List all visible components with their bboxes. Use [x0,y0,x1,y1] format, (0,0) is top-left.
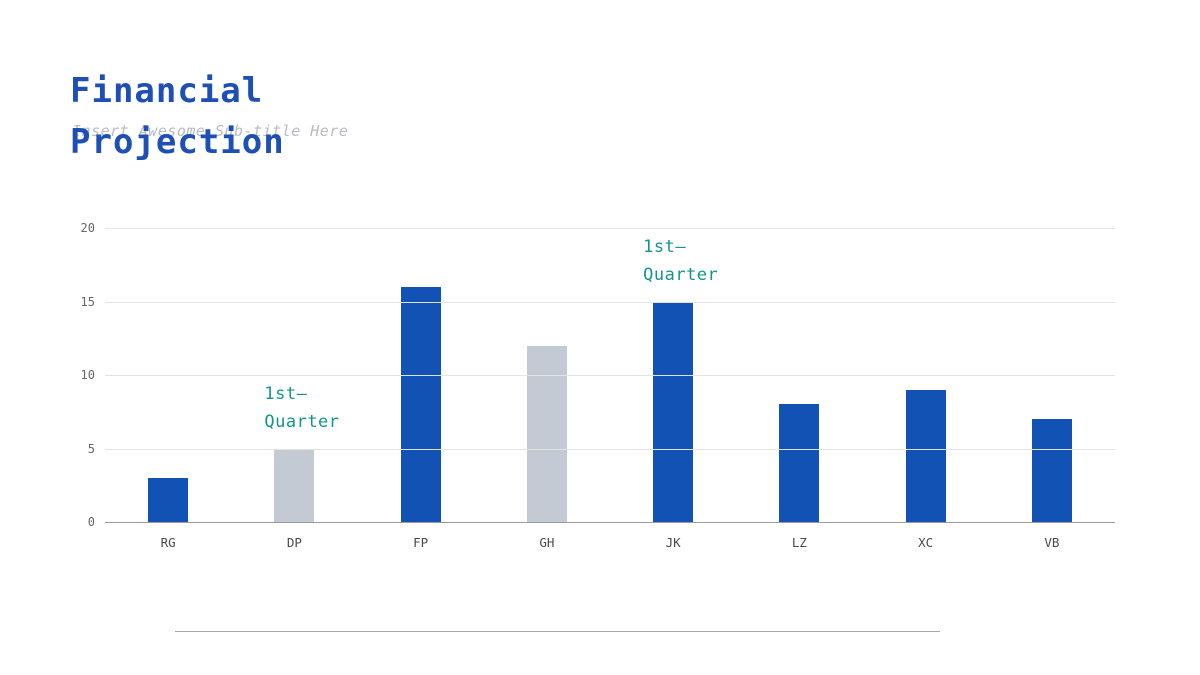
bar-column-LZ [736,228,862,522]
bar-LZ[interactable] [779,404,820,522]
y-tick-label-10: 10 [80,368,95,382]
y-tick-label-0: 0 [87,515,95,529]
gridline-15 [105,301,1115,303]
slide-title-line-2: Projection [70,122,285,162]
bar-column-XC [863,228,989,522]
footer-divider-line [175,631,940,632]
plot-area: 1st— Quarter 1st— Quarter 0 5 10 15 20 [81,221,1115,529]
y-tick-label-5: 5 [87,441,95,456]
y-tick-label-15: 15 [80,294,95,309]
x-tick-label-DP: DP [286,535,302,550]
x-tick-label-JK: JK [665,535,681,550]
annotation-DP: 1st— Quarter [264,384,340,433]
slide-title: Financial Projection [70,66,285,168]
bar-DP[interactable] [274,448,315,522]
bar-GH[interactable] [526,345,567,522]
bar-column-JK: 1st— Quarter [610,228,736,522]
bars-row: 1st— Quarter 1st— Quarter [105,228,1115,522]
bar-FP[interactable] [400,286,441,522]
x-tick-label-FP: FP [413,535,429,550]
x-tick-label-VB: VB [1044,535,1060,550]
bar-chart: 1st— Quarter 1st— Quarter 0 5 10 15 20 RG DP FP… [81,221,1115,550]
bar-VB[interactable] [1031,419,1072,522]
slide-subtitle: Insert Awesome Sub-title Here [72,122,349,140]
bar-RG[interactable] [148,477,189,522]
gridline-0 [105,522,1115,523]
bar-JK[interactable] [653,301,694,522]
slide-title-line-1: Financial [70,71,264,111]
gridline-10 [105,375,1115,376]
x-tick-label-RG: RG [160,535,176,550]
annotation-JK: 1st— Quarter [643,237,719,286]
bar-XC[interactable] [905,389,946,522]
gridline-20 [105,228,1115,229]
bar-column-FP [358,228,484,522]
y-tick-label-20: 20 [80,221,95,235]
x-tick-label-LZ: LZ [791,535,807,550]
bar-column-DP: 1st— Quarter [231,228,357,522]
gridline-5 [105,448,1115,450]
x-tick-label-GH: GH [539,535,555,550]
bar-column-RG [105,228,231,522]
x-tick-label-XC: XC [918,535,934,550]
bar-column-VB [989,228,1115,522]
x-axis-labels: RG DP FP GH JK LZ XC VB [105,535,1115,550]
